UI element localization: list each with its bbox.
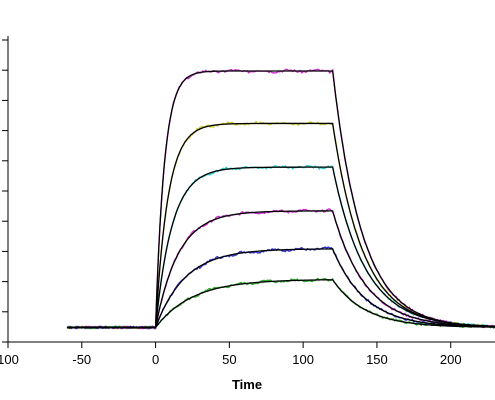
x-tick-label: 50 (222, 352, 236, 367)
x-tick-label: -50 (72, 352, 91, 367)
data-series-line (66, 246, 495, 330)
x-axis-title: Time (232, 377, 262, 392)
x-tick-label: 200 (440, 352, 462, 367)
x-tick-label: 0 (152, 352, 159, 367)
x-tick-label: 100 (0, 352, 19, 367)
data-series-line (66, 164, 495, 330)
x-tick-label: 150 (366, 352, 388, 367)
data-series-line (66, 208, 495, 330)
fit-curve-line (67, 70, 495, 329)
y-axis (2, 36, 9, 343)
fit-curve-line (67, 166, 495, 329)
data-series-group (66, 68, 495, 330)
fit-curves-group (67, 70, 495, 329)
fit-curve-line (67, 248, 495, 329)
x-tick-label: 100 (292, 352, 314, 367)
data-series-line (66, 68, 495, 330)
fit-curve-line (67, 279, 495, 329)
x-axis: 100 -50 0 50 100 150 200 (0, 341, 495, 367)
fit-curve-line (67, 122, 495, 329)
data-series-line (66, 120, 495, 330)
fit-curve-line (67, 210, 495, 329)
